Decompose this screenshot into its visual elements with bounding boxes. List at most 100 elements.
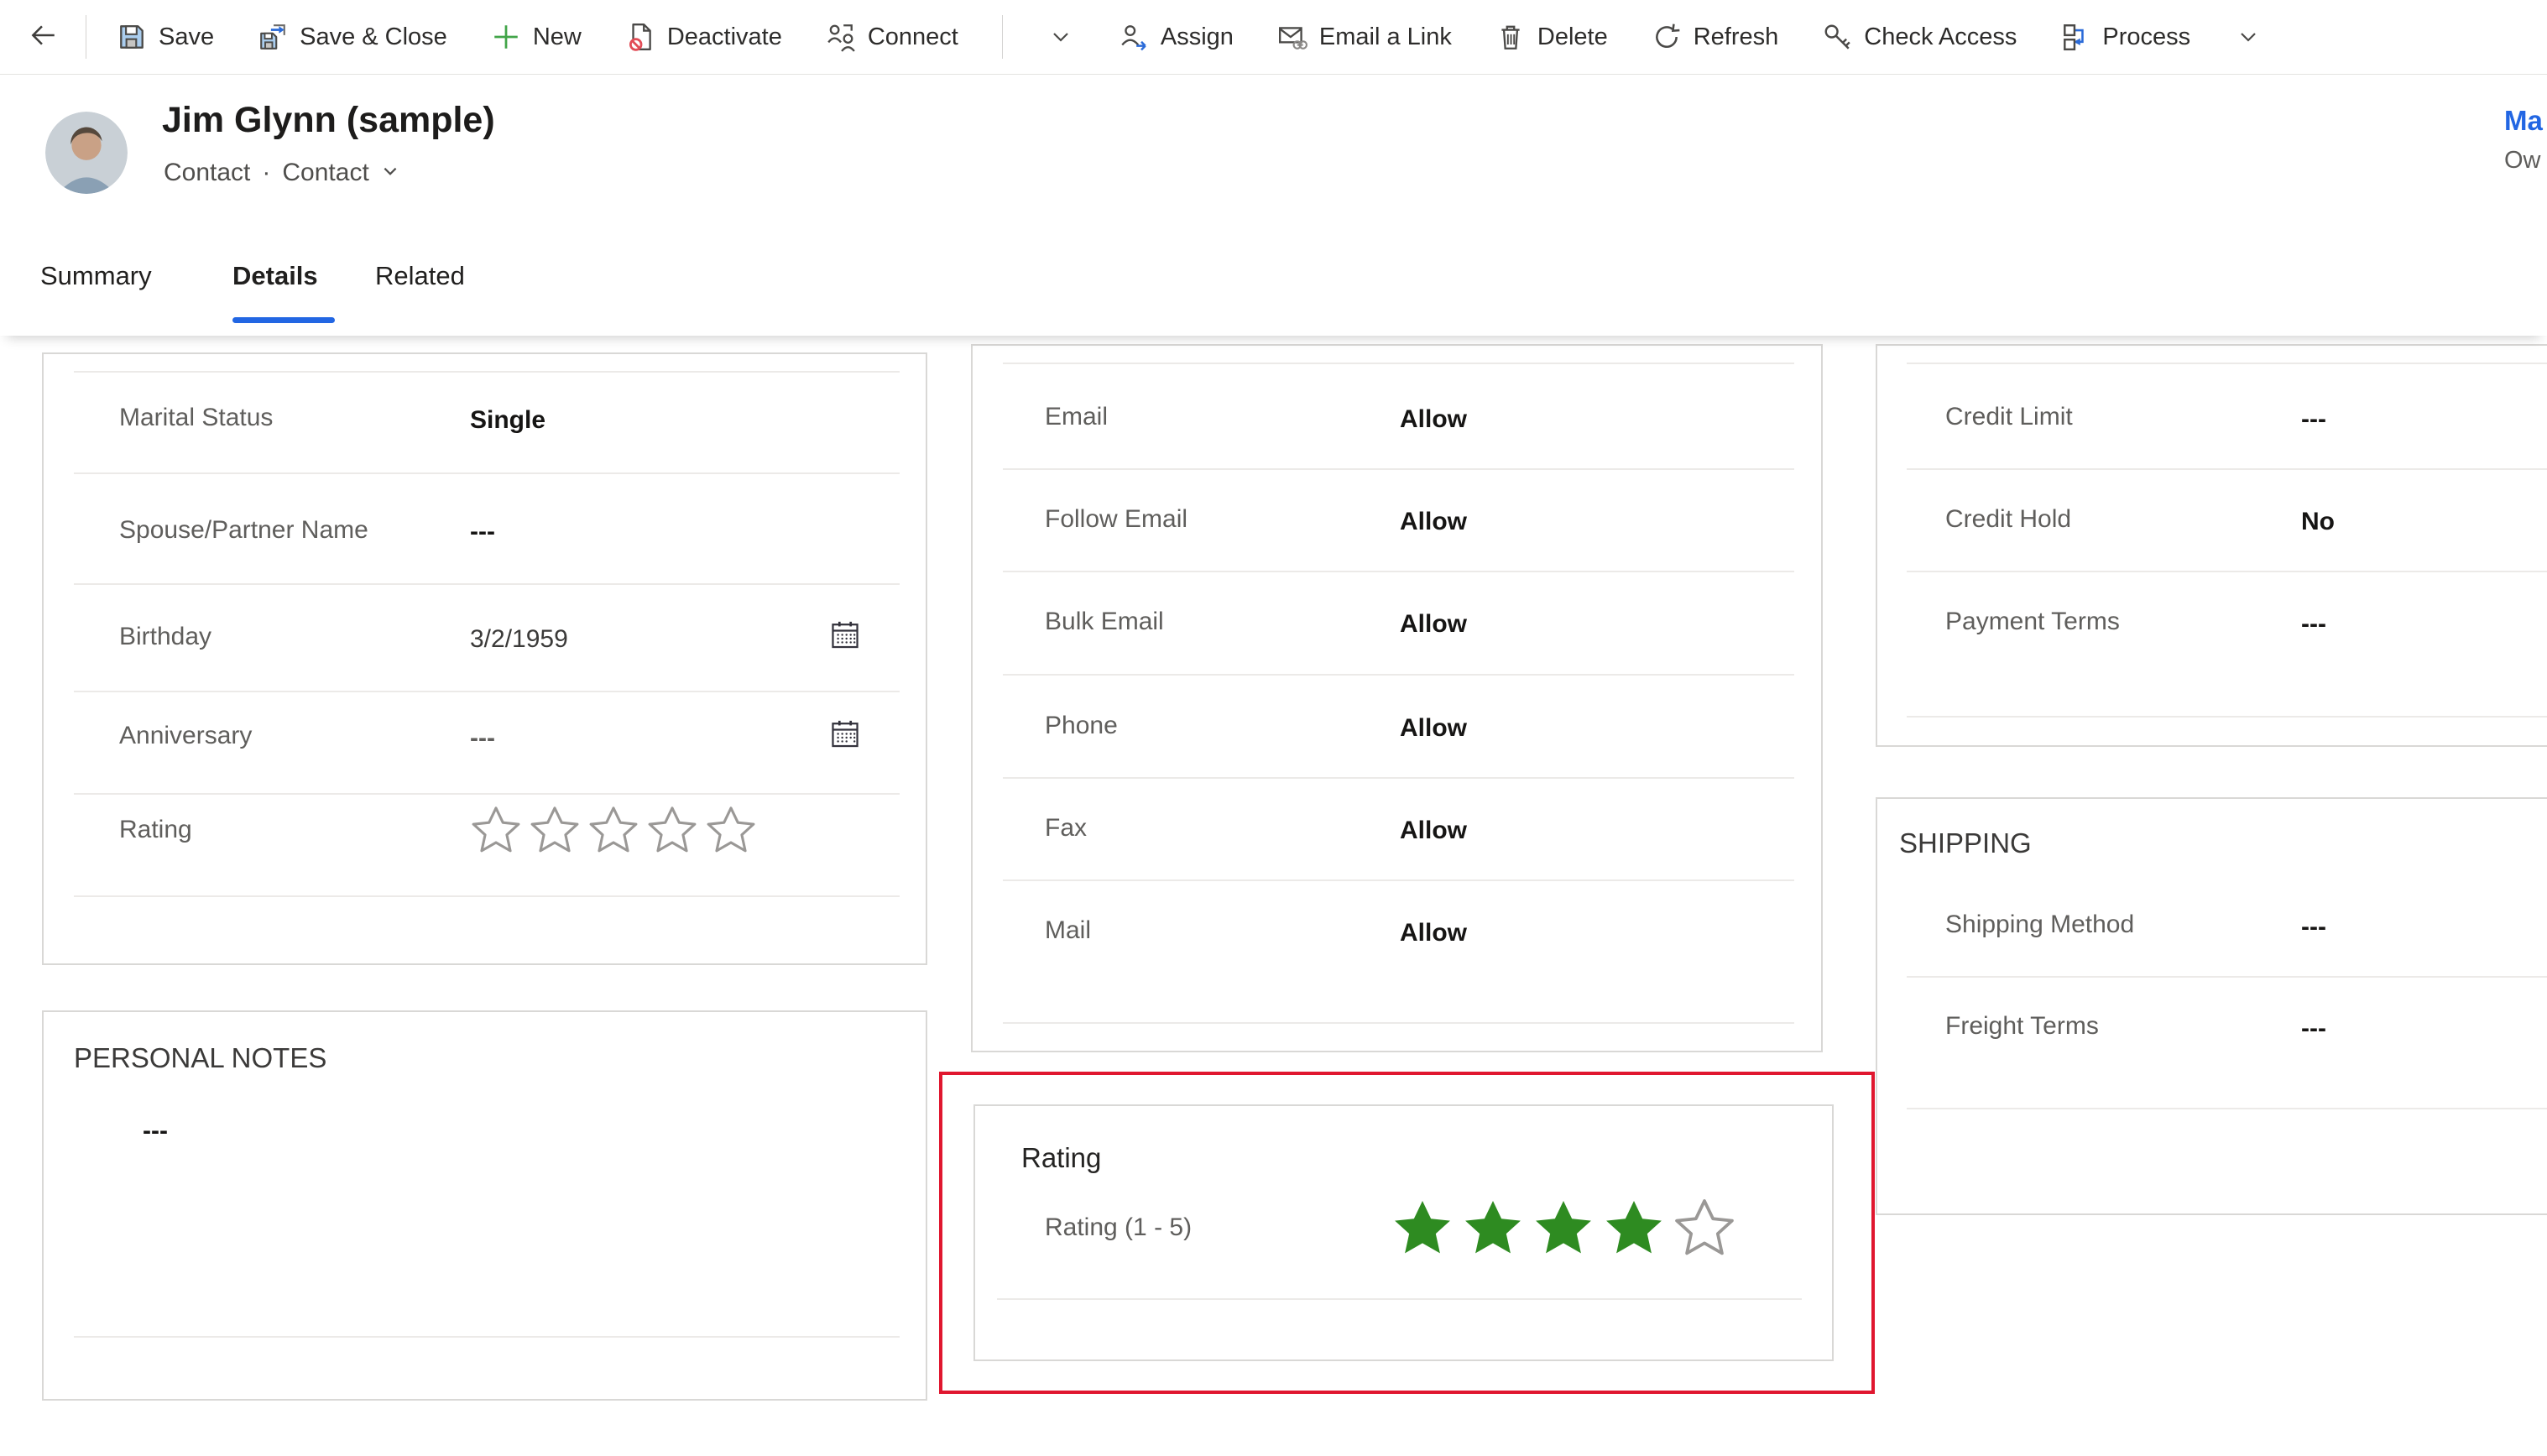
save-and-close-label: Save & Close: [300, 23, 447, 50]
delete-label: Delete: [1537, 23, 1608, 50]
rating-stars-empty[interactable]: [470, 804, 757, 856]
personal-information-card: Marital Status Single Spouse/Partner Nam…: [42, 352, 927, 965]
new-label: New: [532, 23, 582, 50]
email-a-link-button[interactable]: Email a Link: [1277, 22, 1452, 52]
field-label-credit-limit: Credit Limit: [1945, 402, 2073, 431]
record-subtitle: Contact · Contact: [164, 159, 399, 187]
field-label-email: Email: [1045, 402, 1109, 431]
field-value-freight-terms[interactable]: ---: [2301, 1015, 2326, 1042]
field-label-anniversary: Anniversary: [119, 721, 253, 749]
field-value-credit-hold[interactable]: No: [2301, 508, 2335, 535]
field-label-shipping-method: Shipping Method: [1945, 910, 2135, 938]
star-icon[interactable]: [705, 804, 757, 856]
field-value-fax[interactable]: Allow: [1400, 817, 1467, 844]
save-label: Save: [159, 23, 215, 50]
field-value-birthday[interactable]: 3/2/1959: [470, 625, 568, 653]
deactivate-button[interactable]: Deactivate: [625, 22, 782, 52]
tab-summary[interactable]: Summary: [40, 261, 152, 290]
shipping-card: SHIPPING Shipping Method --- Freight Ter…: [1876, 797, 2547, 1215]
check-access-button[interactable]: Check Access: [1822, 22, 2017, 52]
chevron-down-icon[interactable]: [381, 159, 399, 187]
field-value-follow-email[interactable]: Allow: [1400, 508, 1467, 535]
refresh-icon: [1652, 22, 1682, 52]
star-icon[interactable]: [1391, 1196, 1454, 1260]
field-value-spouse-partner-name[interactable]: ---: [470, 518, 495, 545]
chevron-down-icon: [2234, 23, 2263, 51]
save-and-close-button[interactable]: Save & Close: [258, 22, 447, 52]
field-label-rating: Rating: [119, 815, 192, 843]
assign-icon: [1119, 22, 1149, 52]
rating-section-card: Rating Rating (1 - 5): [973, 1104, 1834, 1361]
field-value-marital-status[interactable]: Single: [470, 406, 546, 434]
entity-type-label: Contact: [164, 159, 251, 186]
contact-preferences-card: Email Allow Follow Email Allow Bulk Emai…: [971, 344, 1823, 1052]
section-title-personal-notes: PERSONAL NOTES: [74, 1042, 327, 1073]
process-switcher-chevron[interactable]: [2234, 23, 2263, 51]
page-title: Jim Glynn (sample): [162, 100, 495, 140]
field-value-credit-limit[interactable]: ---: [2301, 405, 2326, 433]
avatar[interactable]: [45, 112, 128, 194]
field-value-bulk-email[interactable]: Allow: [1400, 610, 1467, 638]
deactivate-icon: [625, 22, 655, 52]
star-icon[interactable]: [529, 804, 581, 856]
owner-label: Ow: [2504, 147, 2541, 174]
command-bar: Save Save & Close New: [0, 0, 2547, 75]
email-link-icon: [1277, 22, 1307, 52]
record-header: Jim Glynn (sample) Contact · Contact Ma …: [0, 75, 2547, 336]
field-label-rating-1-5: Rating (1 - 5): [1045, 1213, 1193, 1241]
key-icon: [1822, 22, 1852, 52]
process-button[interactable]: Process: [2060, 22, 2190, 52]
save-icon: [117, 22, 147, 52]
back-button[interactable]: [0, 20, 86, 55]
save-button[interactable]: Save: [117, 22, 214, 52]
delete-button[interactable]: Delete: [1495, 22, 1608, 52]
tab-related[interactable]: Related: [375, 261, 465, 290]
assign-button[interactable]: Assign: [1119, 22, 1234, 52]
field-value-mail[interactable]: Allow: [1400, 919, 1467, 947]
field-label-bulk-email: Bulk Email: [1045, 607, 1164, 635]
field-label-spouse-partner-name: Spouse/Partner Name: [119, 515, 368, 544]
toolbar-divider: [1001, 15, 1003, 59]
tab-details[interactable]: Details: [232, 261, 318, 290]
email-a-link-label: Email a Link: [1318, 23, 1452, 50]
owner-field: Ma Ow: [2504, 105, 2547, 175]
back-arrow-icon: [28, 20, 58, 55]
save-and-close-icon: [258, 22, 288, 52]
star-icon[interactable]: [1602, 1196, 1666, 1260]
star-icon[interactable]: [646, 804, 698, 856]
field-value-payment-terms[interactable]: ---: [2301, 610, 2326, 638]
field-label-freight-terms: Freight Terms: [1945, 1011, 2099, 1040]
personal-notes-card: PERSONAL NOTES ---: [42, 1010, 927, 1401]
deactivate-label: Deactivate: [666, 23, 782, 50]
process-label: Process: [2102, 23, 2191, 50]
field-value-personal-notes[interactable]: ---: [143, 1117, 168, 1145]
field-value-shipping-method[interactable]: ---: [2301, 913, 2326, 941]
field-value-phone[interactable]: Allow: [1400, 714, 1467, 742]
star-icon[interactable]: [1532, 1196, 1595, 1260]
field-label-payment-terms: Payment Terms: [1945, 607, 2120, 635]
star-icon[interactable]: [587, 804, 639, 856]
process-icon: [2060, 22, 2090, 52]
field-label-credit-hold: Credit Hold: [1945, 504, 2072, 533]
subtitle-separator: ·: [262, 159, 271, 186]
field-value-email[interactable]: Allow: [1400, 405, 1467, 433]
connect-icon: [826, 22, 856, 52]
field-value-anniversary[interactable]: ---: [470, 724, 495, 752]
field-label-fax: Fax: [1045, 813, 1088, 842]
section-title-shipping: SHIPPING: [1899, 827, 2032, 858]
chevron-down-icon: [1046, 23, 1075, 51]
new-button[interactable]: New: [491, 22, 582, 52]
calendar-icon[interactable]: [829, 619, 861, 655]
refresh-button[interactable]: Refresh: [1652, 22, 1778, 52]
owner-link[interactable]: Ma: [2504, 105, 2543, 136]
calendar-icon[interactable]: [829, 718, 861, 754]
rating-stars-filled[interactable]: [1391, 1196, 1736, 1260]
connect-button[interactable]: Connect: [826, 22, 958, 52]
field-label-marital-status: Marital Status: [119, 403, 274, 431]
star-icon[interactable]: [1461, 1196, 1525, 1260]
star-icon[interactable]: [1673, 1196, 1736, 1260]
more-commands-chevron[interactable]: [1046, 23, 1075, 51]
star-icon[interactable]: [470, 804, 522, 856]
field-label-birthday: Birthday: [119, 622, 212, 650]
form-selector[interactable]: Contact: [282, 159, 369, 186]
